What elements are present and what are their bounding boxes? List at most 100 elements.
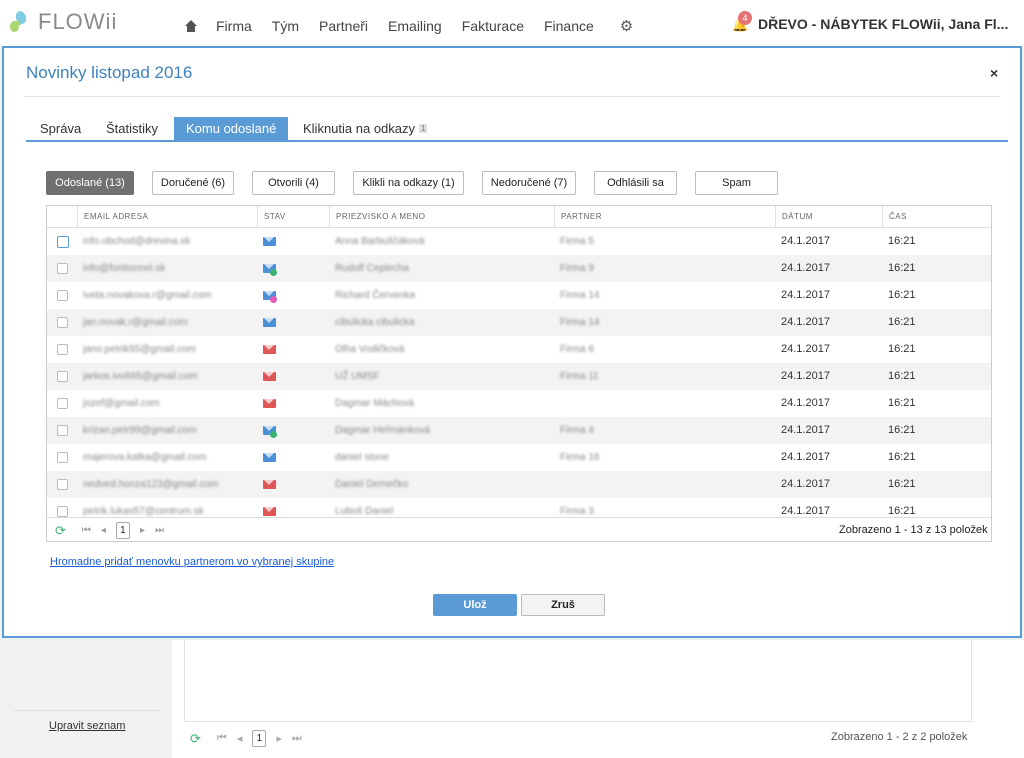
row-checkbox[interactable] [57,344,68,355]
filter-nedorucene[interactable]: Nedoručené (7) [482,171,576,195]
table-row[interactable]: nedved.honza123@gmail.com Daniel Demečko 2… [47,471,991,498]
table-row[interactable]: petrik.lukas57@centrum.sk Luboš Daniel Fir… [47,498,991,525]
cell-date: 24.1.2017 [781,316,830,328]
next-page-icon[interactable]: ▸ [276,733,282,745]
header-partner[interactable]: PARTNER [554,206,775,228]
cell-email: iveta.novakova.r@gmail.com [83,290,212,301]
cell-name: daniel stone [335,452,389,463]
row-checkbox[interactable] [57,263,68,274]
notification-badge: 4 [738,11,752,25]
envelope-icon [263,426,276,435]
envelope-icon [263,291,276,300]
cell-email: info.obchod@drevina.sk [83,236,191,247]
background-list [184,640,972,722]
row-checkbox[interactable] [57,479,68,490]
click-badge-icon [270,296,277,303]
edit-list-link[interactable]: Upravit seznam [49,720,126,732]
table-row[interactable]: jozef@gmail.com Dagmar Máchová 24.1.2017 16… [47,390,991,417]
cell-time: 16:21 [888,316,916,328]
tab-komu-odoslane[interactable]: Komu odoslané [174,117,289,141]
page-number-box[interactable]: 1 [252,730,267,747]
user-menu[interactable]: DŘEVO - NÁBYTEK FLOWii, Jana Fl... [758,16,1009,32]
prev-page-icon[interactable]: ◂ [100,525,106,536]
page-number-box[interactable]: 1 [115,522,130,539]
envelope-icon [263,480,276,489]
close-icon[interactable]: × [990,65,999,81]
bell-icon[interactable]: 🔔 4 [732,11,752,32]
grid-header: EMAIL ADRESA STAV PRIEZVISKO A MENO PART… [47,206,991,228]
filter-odhlasili[interactable]: Odhlásili sa [594,171,677,195]
grid-footer: ⟳ ⏮ ◂ 1 ▸ ⏭ Zobrazeno 1 - 13 z 13 polože… [47,517,991,541]
nav-item-partneri[interactable]: Partneři [319,18,369,34]
cell-name: Olha Vodičková [335,344,405,355]
table-row[interactable]: info.obchod@drevina.sk Anna Barbuščáková F… [47,228,991,255]
cell-date: 24.1.2017 [781,289,830,301]
cell-date: 24.1.2017 [781,235,830,247]
check-badge-icon [270,431,277,438]
cell-partner: Firma 14 [560,317,600,328]
last-page-icon[interactable]: ⏭ [291,732,302,744]
row-checkbox[interactable] [57,317,68,328]
nav-item-emailing[interactable]: Emailing [388,18,442,34]
nav-item-tym[interactable]: Tým [271,18,299,34]
header-name[interactable]: PRIEZVISKO A MENO [329,206,554,228]
last-page-icon[interactable]: ⏭ [154,525,164,536]
row-checkbox[interactable] [57,425,68,436]
first-page-icon[interactable]: ⏮ [81,525,91,536]
table-row[interactable]: iveta.novakova.r@gmail.com Richard Červen… [47,282,991,309]
refresh-icon[interactable]: ⟳ [55,522,66,538]
tab-bar: Správa Štatistiky Komu odoslané Kliknuti… [26,116,1008,142]
save-button[interactable]: Ulož [433,594,517,616]
cell-partner: Firma 11 [560,371,599,382]
nav-item-finance[interactable]: Finance [543,18,594,34]
table-row[interactable]: jan.novak.r@gmail.com cibulicka cibulicka… [47,309,991,336]
filter-otvorili[interactable]: Otvorili (4) [252,171,335,195]
next-page-icon[interactable]: ▸ [139,525,145,536]
filter-dorucene[interactable]: Doručené (6) [152,171,234,195]
tab-statistiky[interactable]: Štatistiky [106,121,159,136]
table-row[interactable]: info@fontionnel.sk Rudolf Ceplecha Firma 9… [47,255,991,282]
filter-klikli[interactable]: Klikli na odkazy (1) [353,171,464,195]
row-checkbox[interactable] [57,506,68,517]
row-checkbox[interactable] [57,452,68,463]
user-area: 🔔 4 DŘEVO - NÁBYTEK FLOWii, Jana Fl... [732,11,1009,32]
header-status[interactable]: STAV [257,206,329,228]
cell-date: 24.1.2017 [781,451,830,463]
prev-page-icon[interactable]: ◂ [236,733,243,745]
header-date[interactable]: DÁTUM [775,206,882,228]
refresh-icon[interactable]: ⟳ [190,730,201,746]
cell-partner: Firma 16 [560,452,600,463]
row-checkbox[interactable] [57,398,68,409]
header-time[interactable]: ČAS [882,206,991,228]
cell-email: nedved.honza123@gmail.com [83,479,219,490]
row-checkbox[interactable] [57,371,68,382]
row-checkbox[interactable] [57,236,69,248]
header-email[interactable]: EMAIL ADRESA [77,206,257,228]
filter-spam[interactable]: Spam [695,171,778,195]
cell-email: jarkos.ivo665@gmail.com [83,371,198,382]
filter-odoslane[interactable]: Odoslané (13) [46,171,134,195]
tab-sprava[interactable]: Správa [40,121,82,136]
tab-kliknutia[interactable]: Kliknutia na odkazy 1 [303,121,428,136]
cell-email: jano.petrik55@gmail.com [83,344,196,355]
home-icon[interactable] [184,19,198,33]
cancel-button[interactable]: Zruš [521,594,605,616]
cell-partner [554,471,775,498]
table-row[interactable]: majerova.katka@gmail.com daniel stone Firm… [47,444,991,471]
dialog-title: Novinky listopad 2016 [26,63,193,82]
cell-date: 24.1.2017 [781,505,830,517]
table-row[interactable]: krizan.petr99@gmail.com Dagmar Heřmánková… [47,417,991,444]
row-checkbox[interactable] [57,290,68,301]
nav-item-fakturace[interactable]: Fakturace [461,18,524,34]
first-page-icon[interactable]: ⏮ [216,732,227,744]
gear-icon[interactable]: ⚙ [619,18,634,35]
table-row[interactable]: jano.petrik55@gmail.com Olha Vodičková Fir… [47,336,991,363]
cell-name: cibulicka cibulicka [335,317,415,328]
envelope-icon [263,453,276,462]
nav-item-firma[interactable]: Firma [216,18,252,34]
flowii-logo[interactable]: FLOWii [10,9,117,35]
envelope-icon [263,507,276,516]
bulk-add-tag-link[interactable]: Hromadne pridať menovku partnerom vo vyb… [50,556,335,568]
cell-time: 16:21 [888,235,916,247]
table-row[interactable]: jarkos.ivo665@gmail.com UŽ UMSF Firma 11 24… [47,363,991,390]
